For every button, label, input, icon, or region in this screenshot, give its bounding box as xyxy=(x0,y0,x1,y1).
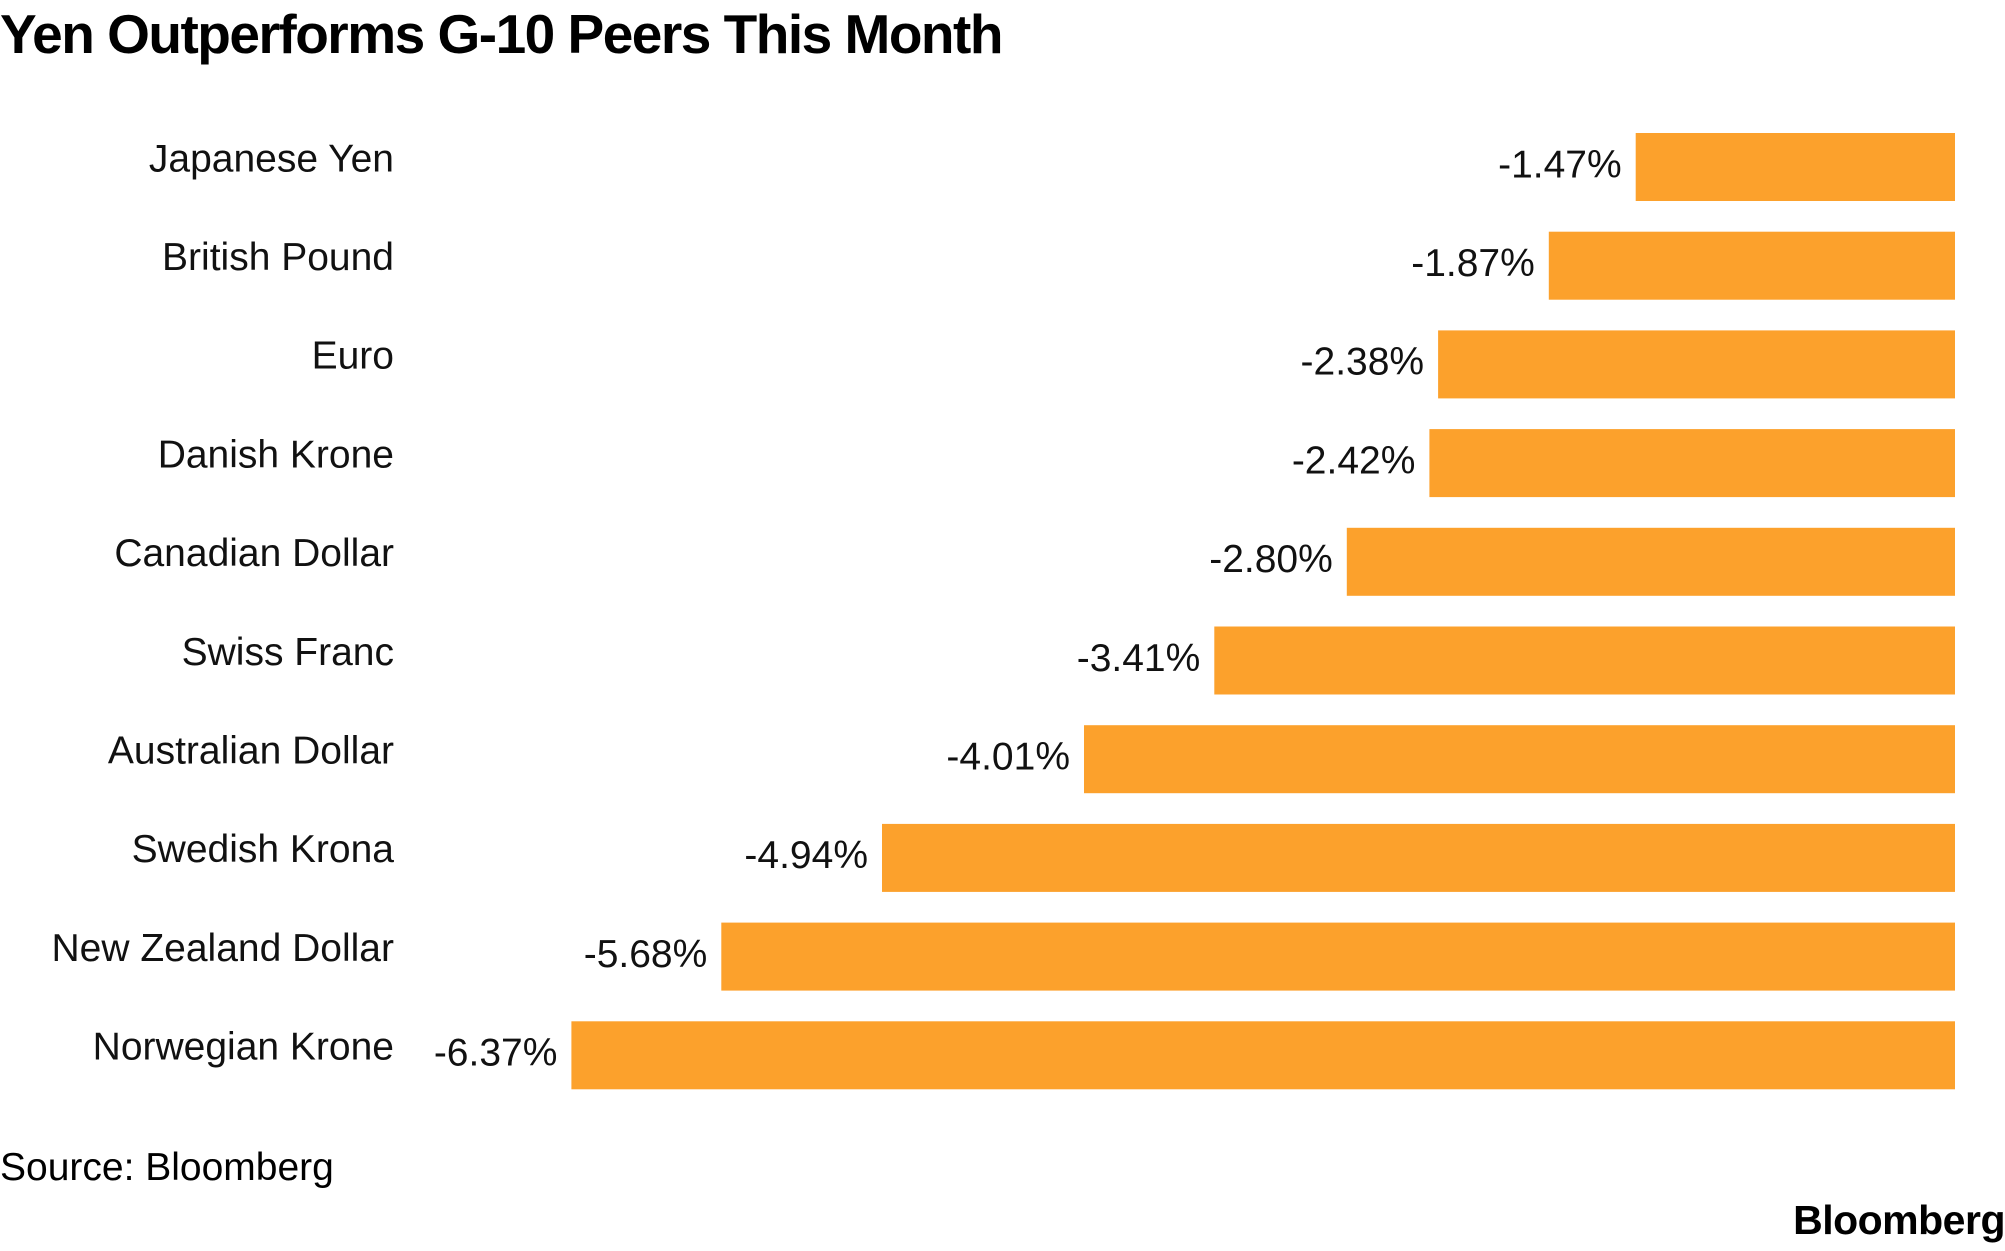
bar xyxy=(1429,429,1955,498)
bar xyxy=(1084,725,1955,794)
bar xyxy=(1214,626,1955,695)
bar xyxy=(882,823,1955,892)
bar xyxy=(1438,330,1955,399)
value-label: -2.38% xyxy=(1301,341,1425,384)
bar xyxy=(571,1021,1955,1090)
value-label: -3.41% xyxy=(1077,637,1201,680)
source-note: Source: Bloomberg xyxy=(0,1146,334,1189)
bar xyxy=(1548,231,1955,300)
category-label: Norwegian Krone xyxy=(93,1026,394,1069)
category-label: Japanese Yen xyxy=(149,137,394,180)
category-label: Danish Krone xyxy=(158,433,394,476)
category-label: Swedish Krona xyxy=(132,828,395,871)
bar xyxy=(1346,527,1955,596)
value-label: -1.47% xyxy=(1498,143,1622,186)
category-label: Australian Dollar xyxy=(108,729,394,772)
category-label: Swiss Franc xyxy=(182,631,394,674)
value-label: -6.37% xyxy=(434,1032,558,1075)
bar xyxy=(721,922,1955,991)
value-label: -2.80% xyxy=(1209,538,1333,581)
value-label: -4.01% xyxy=(946,735,1070,778)
category-label: Canadian Dollar xyxy=(114,532,394,575)
value-label: -5.68% xyxy=(584,933,708,976)
value-label: -2.42% xyxy=(1292,439,1416,482)
bloomberg-logo: Bloomberg xyxy=(1793,1197,2005,1243)
bar xyxy=(1635,133,1955,201)
category-label: British Pound xyxy=(162,236,394,279)
chart-title: Yen Outperforms G-10 Peers This Month xyxy=(0,3,1003,65)
value-label: -4.94% xyxy=(744,834,868,877)
value-label: -1.87% xyxy=(1411,242,1535,285)
category-label: New Zealand Dollar xyxy=(52,927,395,970)
category-label: Euro xyxy=(312,335,394,378)
